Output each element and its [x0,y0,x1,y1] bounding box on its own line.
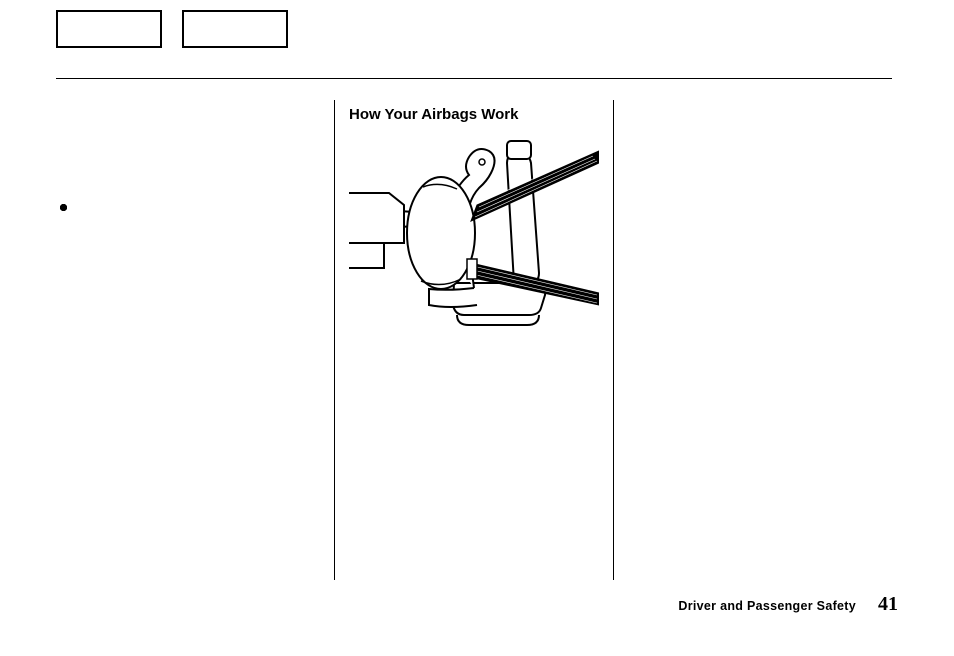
section-heading: How Your Airbags Work [349,106,599,123]
nav-box-2[interactable] [182,10,288,48]
page-number: 41 [878,593,898,616]
column-left [56,100,334,580]
column-right [614,100,892,580]
horizontal-rule [56,78,892,79]
nav-box-1[interactable] [56,10,162,48]
content-columns: How Your Airbags Work [56,100,892,580]
top-nav-boxes [56,10,288,48]
footer-section-title: Driver and Passenger Safety [678,599,856,613]
column-middle: How Your Airbags Work [334,100,614,580]
page-footer: Driver and Passenger Safety 41 [678,593,898,616]
airbag-illustration [349,133,599,333]
